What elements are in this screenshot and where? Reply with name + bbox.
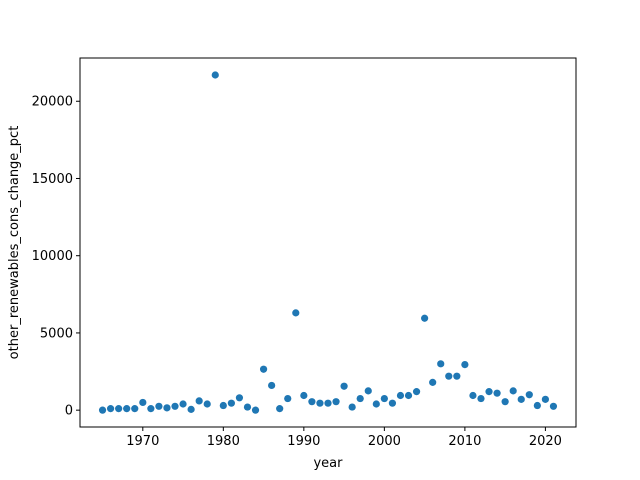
- data-point: [147, 405, 155, 413]
- y-axis: 0 5000 10000 15000 20000: [32, 95, 80, 419]
- data-point: [211, 71, 219, 79]
- x-tick-label: 2010: [448, 434, 481, 449]
- x-tick-label: 2000: [368, 434, 401, 449]
- y-tick-label: 10000: [32, 249, 73, 264]
- data-point: [525, 391, 533, 399]
- data-point: [469, 391, 477, 400]
- data-point: [461, 361, 469, 369]
- data-point: [115, 405, 123, 413]
- data-point: [421, 314, 429, 322]
- y-tick-label: 0: [65, 404, 73, 419]
- data-point: [340, 382, 348, 390]
- data-point: [227, 399, 235, 407]
- data-point: [549, 402, 558, 410]
- data-point: [517, 395, 525, 403]
- data-point: [219, 401, 227, 410]
- data-point: [429, 378, 437, 386]
- data-point: [316, 399, 324, 407]
- data-point: [324, 399, 332, 407]
- data-point: [348, 403, 356, 411]
- data-point: [251, 406, 260, 414]
- data-point: [203, 400, 211, 408]
- data-point: [308, 398, 316, 406]
- y-axis-label: other_renewables_cons_change_pct: [7, 126, 22, 360]
- data-point: [356, 394, 364, 403]
- data-point: [388, 399, 397, 407]
- data-point: [380, 394, 388, 403]
- data-point: [195, 397, 203, 405]
- data-point: [268, 381, 276, 390]
- data-point: [155, 402, 163, 410]
- x-tick-label: 1980: [207, 434, 240, 449]
- data-point: [284, 394, 292, 403]
- data-point: [179, 400, 187, 408]
- data-point: [493, 389, 501, 397]
- x-tick-label: 1990: [287, 434, 320, 449]
- data-point: [372, 400, 380, 408]
- data-point: [364, 387, 372, 395]
- data-point: [541, 395, 550, 403]
- data-point: [163, 404, 171, 412]
- data-point: [485, 388, 493, 396]
- data-point: [187, 405, 195, 413]
- data-point: [98, 406, 107, 414]
- data-point: [533, 401, 541, 410]
- data-point: [259, 365, 268, 373]
- x-axis: 1970 1980 1990 2000 2010 2020: [126, 427, 562, 449]
- x-axis-label: year: [313, 456, 343, 471]
- y-tick-label: 20000: [32, 95, 73, 110]
- plot-frame: [79, 57, 577, 428]
- y-tick-label: 5000: [40, 326, 73, 341]
- data-point: [332, 398, 340, 406]
- data-point: [139, 398, 147, 407]
- data-point: [171, 402, 179, 410]
- data-point: [235, 394, 244, 402]
- data-point: [276, 405, 284, 413]
- data-point: [477, 394, 485, 403]
- data-point: [404, 391, 413, 400]
- data-point: [131, 405, 139, 413]
- data-points: [98, 71, 558, 414]
- data-point: [243, 403, 252, 411]
- data-point: [396, 391, 405, 400]
- data-point: [437, 360, 445, 368]
- y-tick-label: 15000: [32, 172, 73, 187]
- data-point: [123, 405, 131, 413]
- data-point: [107, 405, 115, 413]
- x-tick-label: 1970: [126, 434, 159, 449]
- data-point: [292, 309, 300, 317]
- x-tick-label: 2020: [529, 434, 562, 449]
- data-point: [509, 387, 517, 395]
- data-point: [445, 372, 453, 380]
- data-point: [501, 398, 509, 406]
- data-point: [453, 372, 461, 380]
- data-point: [300, 391, 308, 400]
- data-point: [412, 388, 421, 396]
